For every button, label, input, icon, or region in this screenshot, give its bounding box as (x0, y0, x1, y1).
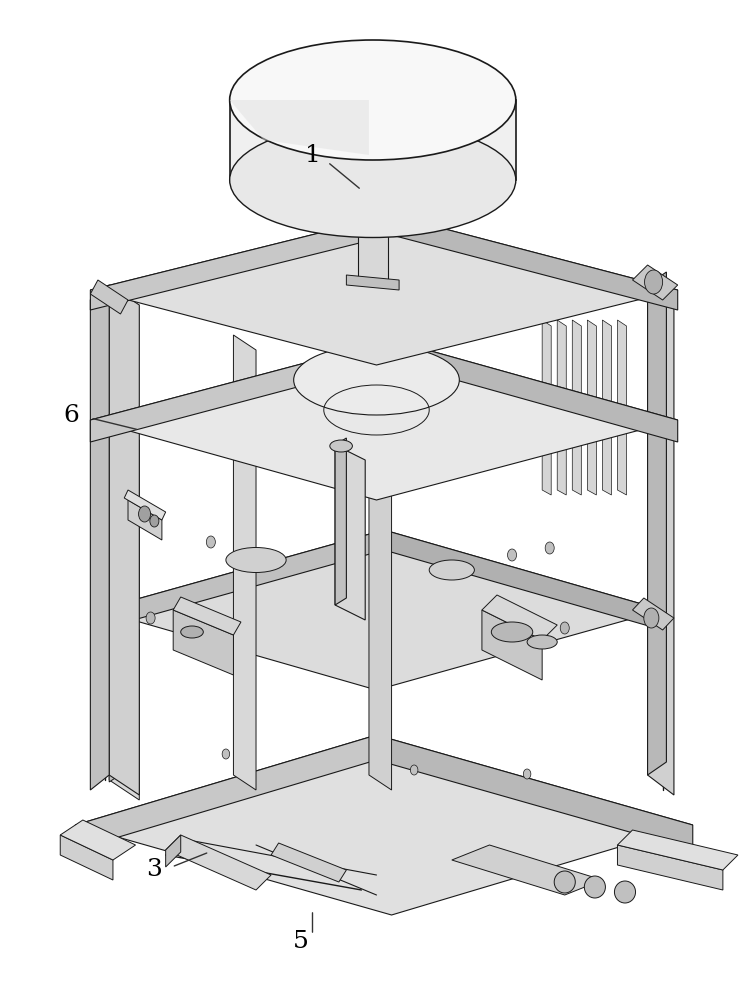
Polygon shape (617, 320, 626, 495)
Text: 5: 5 (293, 930, 309, 954)
Ellipse shape (554, 871, 575, 893)
Ellipse shape (584, 876, 605, 898)
Polygon shape (98, 530, 663, 690)
Polygon shape (98, 530, 384, 630)
Polygon shape (90, 215, 392, 310)
Text: 3: 3 (146, 858, 163, 882)
Circle shape (523, 769, 531, 779)
Polygon shape (271, 843, 346, 882)
Polygon shape (60, 820, 136, 860)
Polygon shape (109, 420, 139, 605)
Circle shape (645, 270, 663, 294)
Circle shape (150, 515, 159, 527)
Polygon shape (346, 275, 399, 290)
Polygon shape (109, 600, 124, 782)
Polygon shape (128, 500, 162, 540)
Ellipse shape (230, 40, 516, 160)
Polygon shape (230, 100, 516, 180)
Polygon shape (376, 735, 693, 850)
Ellipse shape (614, 881, 636, 903)
Polygon shape (90, 285, 109, 790)
Ellipse shape (429, 560, 474, 580)
Polygon shape (90, 280, 128, 314)
Circle shape (206, 536, 215, 548)
Polygon shape (542, 320, 551, 495)
Polygon shape (633, 265, 678, 300)
Text: 6: 6 (63, 403, 80, 426)
Polygon shape (335, 445, 365, 620)
Polygon shape (75, 735, 376, 850)
Polygon shape (369, 305, 392, 790)
Polygon shape (557, 320, 566, 495)
Ellipse shape (527, 635, 557, 649)
Polygon shape (358, 182, 388, 280)
Polygon shape (648, 272, 666, 775)
Polygon shape (633, 598, 674, 630)
Ellipse shape (492, 622, 533, 642)
Ellipse shape (330, 440, 352, 452)
Polygon shape (109, 285, 139, 795)
Polygon shape (166, 835, 271, 890)
Polygon shape (572, 320, 581, 495)
Circle shape (139, 506, 151, 522)
Polygon shape (384, 530, 663, 630)
Polygon shape (60, 835, 113, 880)
Ellipse shape (294, 345, 459, 415)
Polygon shape (233, 335, 256, 790)
Circle shape (222, 749, 230, 759)
Text: 1: 1 (305, 143, 320, 166)
Polygon shape (90, 340, 392, 442)
Polygon shape (392, 215, 678, 310)
Polygon shape (617, 845, 723, 890)
Circle shape (146, 612, 155, 624)
Polygon shape (648, 285, 674, 795)
Circle shape (545, 542, 554, 554)
Polygon shape (173, 597, 241, 635)
Polygon shape (109, 610, 139, 800)
Polygon shape (602, 320, 611, 495)
Polygon shape (482, 610, 542, 680)
Circle shape (560, 622, 569, 634)
Polygon shape (173, 610, 233, 675)
Circle shape (410, 765, 418, 775)
Polygon shape (587, 320, 596, 495)
Polygon shape (166, 835, 181, 867)
Polygon shape (124, 490, 166, 520)
Circle shape (508, 549, 517, 561)
Ellipse shape (226, 548, 286, 572)
Polygon shape (90, 340, 678, 500)
Polygon shape (452, 845, 602, 895)
Polygon shape (335, 438, 346, 605)
Ellipse shape (181, 626, 203, 638)
Circle shape (644, 608, 659, 628)
Polygon shape (75, 735, 693, 915)
Polygon shape (90, 215, 678, 365)
Polygon shape (392, 340, 678, 442)
Polygon shape (482, 595, 557, 640)
Polygon shape (230, 100, 369, 155)
Polygon shape (617, 830, 738, 870)
Ellipse shape (230, 122, 516, 237)
